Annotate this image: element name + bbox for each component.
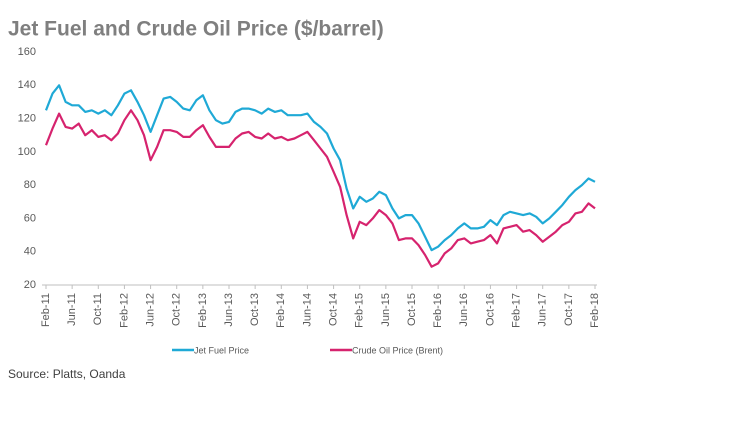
x-tick-label: Oct-12	[171, 293, 183, 326]
legend-label: Jet Fuel Price	[194, 345, 249, 355]
x-tick-label: Feb-18	[589, 293, 601, 328]
x-tick-label: Feb-17	[510, 293, 522, 328]
legend-label: Crude Oil Price (Brent)	[352, 345, 443, 355]
x-tick-label: Jun-17	[537, 293, 549, 327]
x-tick-label: Oct-15	[406, 293, 418, 326]
y-tick-label: 80	[24, 179, 36, 191]
x-tick-label: Jun-12	[144, 293, 156, 327]
x-tick-label: Feb-14	[275, 293, 287, 328]
y-tick-label: 120	[18, 112, 36, 124]
x-tick-label: Jun-16	[458, 293, 470, 327]
series-line	[44, 109, 596, 268]
x-tick-label: Feb-13	[197, 293, 209, 328]
x-tick-label: Jun-14	[301, 293, 313, 327]
y-tick-label: 100	[18, 146, 36, 158]
y-tick-label: 140	[18, 79, 36, 91]
series-line	[44, 84, 596, 252]
x-tick-label: Jun-11	[66, 293, 78, 326]
y-tick-label: 20	[24, 279, 36, 291]
y-tick-label: 60	[24, 212, 36, 224]
x-tick-label: Feb-12	[118, 293, 130, 328]
x-tick-label: Oct-14	[327, 293, 339, 326]
x-tick-label: Oct-13	[249, 293, 261, 326]
x-tick-label: Jun-15	[380, 293, 392, 327]
y-tick-label: 160	[18, 46, 36, 58]
x-tick-label: Feb-15	[354, 293, 366, 328]
x-tick-label: Feb-16	[432, 293, 444, 328]
x-tick-label: Jun-13	[223, 293, 235, 327]
x-tick-label: Oct-11	[92, 293, 104, 325]
chart-title: Jet Fuel and Crude Oil Price ($/barrel)	[8, 18, 384, 41]
x-tick-label: Feb-11	[40, 293, 52, 327]
y-tick-label: 40	[24, 246, 36, 258]
x-tick-label: Oct-17	[563, 293, 575, 326]
source: Source: Platts, Oanda	[8, 367, 126, 381]
x-tick-label: Oct-16	[484, 293, 496, 326]
